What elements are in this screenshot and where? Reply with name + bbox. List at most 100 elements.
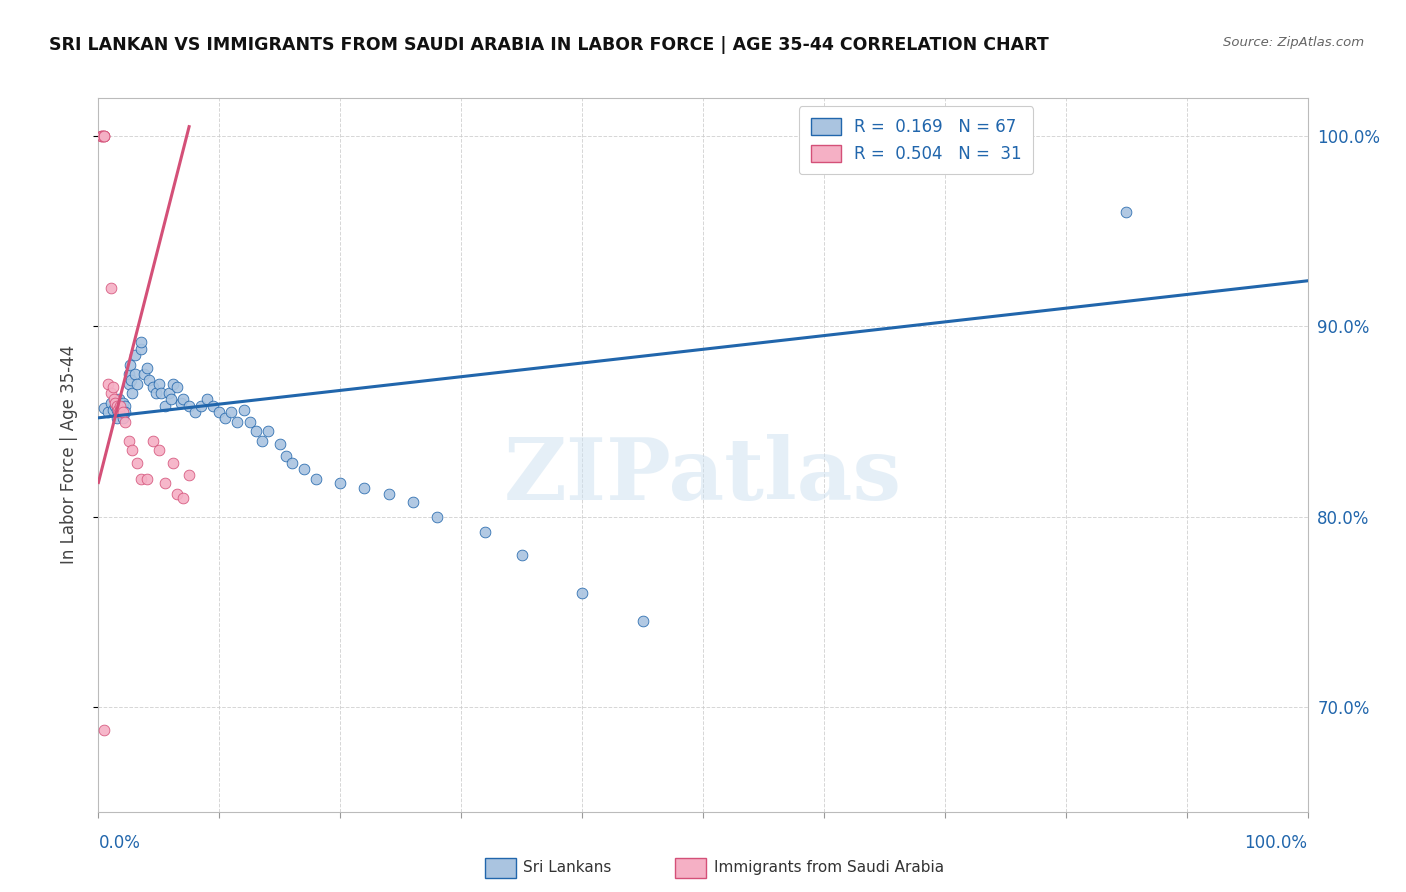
Point (142, 434, 165, 448)
Point (329, 475, 352, 490)
Point (510, 548, 533, 562)
Point (103, 392, 125, 406)
Point (111, 395, 134, 409)
Point (169, 395, 191, 409)
Point (250, 434, 273, 448)
Point (121, 386, 143, 401)
Point (179, 400, 201, 414)
Point (93, 129, 115, 144)
Point (97, 405, 120, 419)
Point (305, 472, 328, 486)
Point (101, 380, 124, 394)
Point (121, 443, 143, 458)
Point (108, 405, 131, 419)
Point (138, 373, 160, 387)
Point (105, 403, 128, 417)
Point (232, 403, 254, 417)
Point (108, 405, 131, 419)
Point (100, 395, 122, 409)
Text: 0.0%: 0.0% (98, 834, 141, 852)
Point (153, 400, 176, 414)
Point (166, 380, 188, 394)
Text: Source: ZipAtlas.com: Source: ZipAtlas.com (1223, 36, 1364, 49)
Point (145, 386, 167, 401)
Point (118, 434, 141, 448)
Point (221, 405, 243, 419)
Point (214, 410, 236, 425)
Point (292, 462, 315, 476)
Point (172, 392, 194, 406)
Point (104, 395, 127, 409)
Point (135, 361, 157, 376)
Point (104, 400, 127, 414)
Point (105, 410, 128, 425)
Point (153, 475, 176, 490)
Point (129, 472, 152, 486)
Point (91, 129, 114, 144)
Point (134, 367, 156, 381)
Point (105, 400, 128, 414)
Point (353, 481, 375, 495)
Text: SRI LANKAN VS IMMIGRANTS FROM SAUDI ARABIA IN LABOR FORCE | AGE 35-44 CORRELATIO: SRI LANKAN VS IMMIGRANTS FROM SAUDI ARAB… (49, 36, 1049, 54)
Point (162, 376, 184, 391)
Point (129, 334, 152, 349)
Point (108, 392, 131, 406)
Point (127, 376, 149, 391)
Point (107, 403, 129, 417)
Point (571, 586, 593, 600)
Point (90, 129, 112, 144)
Point (142, 380, 165, 394)
Point (100, 281, 122, 295)
Point (426, 509, 449, 524)
Point (226, 415, 249, 429)
Point (111, 410, 134, 425)
Point (179, 467, 201, 482)
Point (269, 437, 291, 451)
Text: Immigrants from Saudi Arabia: Immigrants from Saudi Arabia (714, 861, 945, 875)
Point (166, 487, 188, 501)
Point (474, 524, 496, 539)
Point (402, 494, 425, 508)
Point (190, 400, 212, 414)
Point (93, 723, 115, 737)
Point (100, 386, 122, 401)
Point (148, 376, 170, 391)
Legend: R =  0.169   N = 67, R =  0.504   N =  31: R = 0.169 N = 67, R = 0.504 N = 31 (799, 106, 1033, 175)
Point (93, 129, 115, 144)
Point (135, 472, 157, 486)
Point (91, 129, 114, 144)
Point (111, 405, 134, 419)
Point (114, 415, 136, 429)
Text: Sri Lankans: Sri Lankans (523, 861, 612, 875)
Point (195, 392, 218, 406)
Point (377, 487, 399, 501)
Point (162, 457, 184, 471)
Point (631, 615, 654, 629)
Point (129, 343, 152, 357)
Point (120, 373, 142, 387)
Y-axis label: In Labor Force | Age 35-44: In Labor Force | Age 35-44 (59, 345, 77, 565)
Point (160, 392, 183, 406)
Point (118, 376, 141, 391)
Point (274, 449, 297, 463)
Point (118, 367, 141, 381)
Point (1115, 205, 1137, 219)
Point (114, 405, 136, 419)
Point (245, 424, 267, 438)
Point (93, 129, 115, 144)
Point (127, 457, 149, 471)
Point (157, 386, 180, 401)
Point (150, 386, 173, 401)
Point (97, 376, 120, 391)
Text: 100.0%: 100.0% (1244, 834, 1308, 852)
Point (101, 403, 124, 417)
Point (148, 443, 170, 458)
Point (184, 405, 207, 419)
Point (93, 401, 115, 416)
Point (281, 457, 304, 471)
Point (256, 424, 278, 438)
Point (118, 358, 141, 372)
Point (239, 415, 262, 429)
Point (124, 348, 146, 362)
Point (108, 400, 131, 414)
